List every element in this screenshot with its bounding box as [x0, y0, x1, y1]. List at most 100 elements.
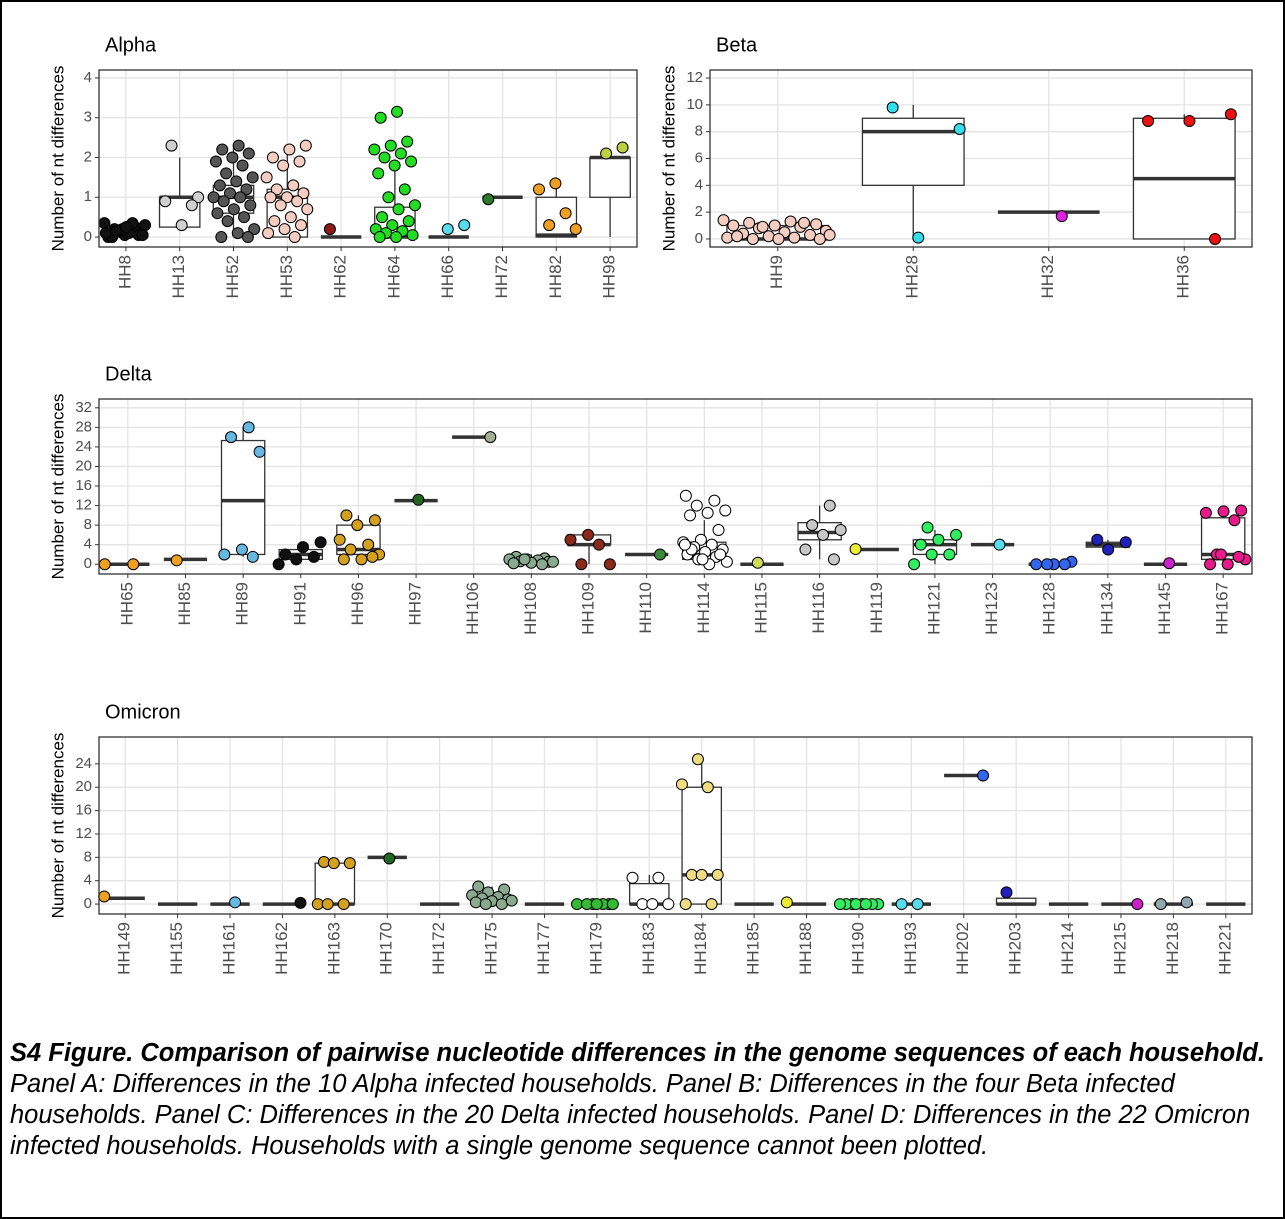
- x-tick-label: HH96: [348, 582, 367, 625]
- point: [1058, 558, 1071, 571]
- x-tick-label: HH163: [324, 922, 343, 975]
- x-tick-label: HH170: [377, 922, 396, 975]
- point: [299, 139, 312, 152]
- point: [277, 159, 290, 172]
- point: [211, 207, 224, 220]
- point: [278, 223, 291, 236]
- point: [293, 155, 306, 168]
- point: [705, 538, 718, 551]
- y-tick-label: 24: [75, 755, 92, 772]
- point: [242, 421, 255, 434]
- x-tick-label: HH32: [1038, 255, 1057, 298]
- point: [216, 143, 229, 156]
- point: [327, 857, 340, 870]
- x-tick-label: HH214: [1058, 922, 1077, 975]
- point: [390, 231, 403, 244]
- x-tick-label: HH167: [1213, 582, 1232, 635]
- y-tick-label: 12: [75, 825, 92, 842]
- x-tick-label: HH184: [691, 922, 710, 975]
- point: [1199, 506, 1212, 519]
- point: [636, 898, 649, 911]
- y-tick-label: 4: [84, 69, 92, 86]
- box: [861, 117, 965, 186]
- point: [1119, 536, 1132, 549]
- x-tick-label: HH62: [331, 255, 350, 298]
- point: [694, 533, 707, 546]
- point: [405, 155, 418, 168]
- x-tick-label: HH215: [1110, 922, 1129, 975]
- x-tick-label: HH91: [290, 582, 309, 625]
- x-tick-label: HH98: [600, 255, 619, 298]
- point: [362, 538, 375, 551]
- point: [311, 898, 324, 911]
- panel-title: Omicron: [105, 701, 181, 723]
- point: [340, 509, 353, 522]
- point: [297, 187, 310, 200]
- x-tick-label: HH108: [521, 582, 540, 635]
- point: [220, 167, 233, 180]
- x-tick-label: HH116: [809, 582, 828, 634]
- y-tick-label: 8: [84, 848, 92, 865]
- point: [217, 195, 230, 208]
- y-tick-label: 0: [695, 230, 703, 247]
- point: [532, 183, 545, 196]
- y-tick-label: 0: [84, 228, 92, 245]
- point: [287, 179, 300, 192]
- point: [675, 778, 688, 791]
- point: [394, 147, 407, 160]
- point: [223, 187, 236, 200]
- point: [386, 219, 399, 232]
- caption-label: S4 Figure. Comparison of pairwise nucleo…: [10, 1039, 1265, 1067]
- point: [307, 550, 320, 563]
- x-tick-label: HH109: [579, 582, 598, 635]
- point: [368, 514, 381, 527]
- point: [1183, 114, 1196, 127]
- point: [559, 207, 572, 220]
- x-tick-label: HH65: [117, 582, 136, 625]
- point: [850, 898, 863, 911]
- point: [817, 528, 830, 541]
- point: [185, 199, 198, 212]
- x-tick-label: HH190: [848, 922, 867, 975]
- y-tick-label: 20: [75, 457, 92, 474]
- point: [288, 231, 301, 244]
- point: [139, 219, 152, 232]
- y-tick-label: 12: [686, 69, 703, 86]
- point: [600, 147, 613, 160]
- point: [495, 898, 508, 911]
- point: [378, 151, 391, 164]
- point: [382, 191, 395, 204]
- point: [227, 203, 240, 216]
- point: [388, 159, 401, 172]
- x-tick-label: HH193: [901, 922, 920, 975]
- point: [691, 753, 704, 766]
- point: [546, 555, 559, 568]
- point: [274, 199, 287, 212]
- point: [768, 219, 781, 232]
- point: [712, 524, 725, 537]
- point: [823, 228, 836, 241]
- point: [943, 548, 956, 561]
- y-tick-label: 12: [75, 497, 92, 514]
- point: [543, 219, 556, 232]
- point: [231, 227, 244, 240]
- point: [479, 898, 492, 911]
- point: [756, 220, 769, 233]
- x-tick-label: HH115: [751, 582, 770, 634]
- y-tick-label: 0: [84, 895, 92, 912]
- plot-border: [98, 398, 1253, 575]
- point: [925, 548, 938, 561]
- x-tick-label: HH123: [982, 582, 1001, 635]
- point: [234, 191, 247, 204]
- point: [441, 223, 454, 236]
- point: [746, 232, 759, 245]
- point: [701, 506, 714, 519]
- box: [681, 786, 723, 905]
- point: [953, 123, 966, 135]
- point: [743, 216, 756, 229]
- point: [719, 504, 732, 517]
- point: [571, 898, 584, 911]
- y-tick-label: 20: [75, 778, 92, 795]
- point: [401, 135, 414, 148]
- point: [372, 167, 385, 180]
